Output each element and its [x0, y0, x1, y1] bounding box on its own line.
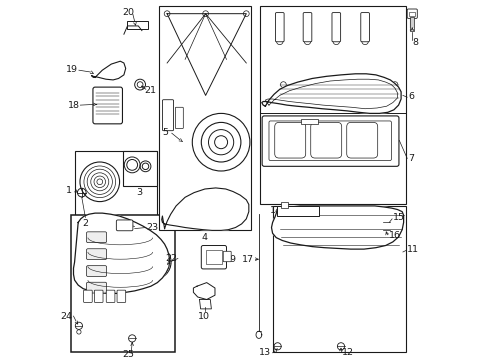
Text: 25: 25: [122, 350, 134, 359]
FancyBboxPatch shape: [259, 6, 405, 204]
Text: 15: 15: [392, 213, 404, 222]
FancyBboxPatch shape: [268, 121, 390, 161]
FancyBboxPatch shape: [127, 21, 147, 29]
FancyBboxPatch shape: [223, 251, 231, 262]
FancyBboxPatch shape: [86, 249, 106, 260]
Text: 6: 6: [407, 92, 413, 101]
FancyBboxPatch shape: [277, 206, 319, 216]
FancyBboxPatch shape: [86, 232, 106, 243]
FancyBboxPatch shape: [116, 220, 133, 231]
Text: 2: 2: [82, 219, 88, 228]
Text: 24: 24: [61, 311, 72, 320]
FancyBboxPatch shape: [86, 266, 106, 276]
FancyBboxPatch shape: [275, 13, 284, 42]
FancyBboxPatch shape: [409, 17, 413, 31]
Polygon shape: [199, 300, 211, 309]
Text: 10: 10: [198, 312, 210, 321]
Polygon shape: [261, 74, 400, 113]
FancyBboxPatch shape: [93, 87, 122, 124]
FancyBboxPatch shape: [280, 202, 288, 208]
FancyBboxPatch shape: [346, 122, 377, 158]
Text: 3: 3: [136, 188, 142, 197]
FancyBboxPatch shape: [408, 12, 414, 16]
FancyBboxPatch shape: [407, 9, 416, 18]
FancyBboxPatch shape: [272, 206, 405, 352]
FancyBboxPatch shape: [75, 151, 157, 215]
FancyBboxPatch shape: [301, 119, 317, 124]
Text: 4: 4: [201, 233, 207, 242]
FancyBboxPatch shape: [331, 13, 340, 42]
FancyBboxPatch shape: [201, 246, 226, 269]
Text: 22: 22: [164, 254, 177, 263]
Text: 1: 1: [66, 186, 72, 194]
Polygon shape: [91, 61, 125, 80]
FancyBboxPatch shape: [162, 100, 173, 131]
Text: 20: 20: [122, 8, 134, 17]
Polygon shape: [193, 283, 215, 300]
FancyBboxPatch shape: [205, 250, 222, 264]
Text: 7: 7: [407, 154, 413, 163]
Text: 8: 8: [411, 38, 417, 47]
Text: 19: 19: [66, 65, 78, 74]
FancyBboxPatch shape: [122, 151, 157, 186]
FancyBboxPatch shape: [159, 6, 250, 230]
FancyBboxPatch shape: [274, 122, 305, 158]
Text: 11: 11: [407, 245, 418, 253]
FancyBboxPatch shape: [117, 290, 125, 302]
FancyBboxPatch shape: [262, 116, 398, 166]
FancyBboxPatch shape: [94, 290, 103, 302]
Polygon shape: [73, 213, 169, 293]
FancyBboxPatch shape: [310, 122, 341, 158]
Polygon shape: [162, 188, 248, 230]
FancyBboxPatch shape: [86, 282, 106, 293]
Text: 14: 14: [270, 206, 282, 215]
Polygon shape: [271, 206, 403, 249]
FancyBboxPatch shape: [83, 290, 92, 302]
Text: 23: 23: [146, 223, 159, 232]
FancyBboxPatch shape: [175, 107, 183, 129]
FancyBboxPatch shape: [360, 13, 368, 42]
Text: 16: 16: [387, 231, 400, 240]
Text: 12: 12: [342, 348, 354, 357]
FancyBboxPatch shape: [71, 215, 175, 352]
Text: 13: 13: [259, 348, 271, 357]
Text: 5: 5: [162, 128, 168, 137]
FancyBboxPatch shape: [106, 290, 115, 302]
Text: 21: 21: [144, 86, 156, 95]
Text: 9: 9: [229, 256, 235, 264]
Text: 18: 18: [67, 100, 80, 109]
Text: 17: 17: [242, 255, 253, 264]
FancyBboxPatch shape: [303, 13, 311, 42]
